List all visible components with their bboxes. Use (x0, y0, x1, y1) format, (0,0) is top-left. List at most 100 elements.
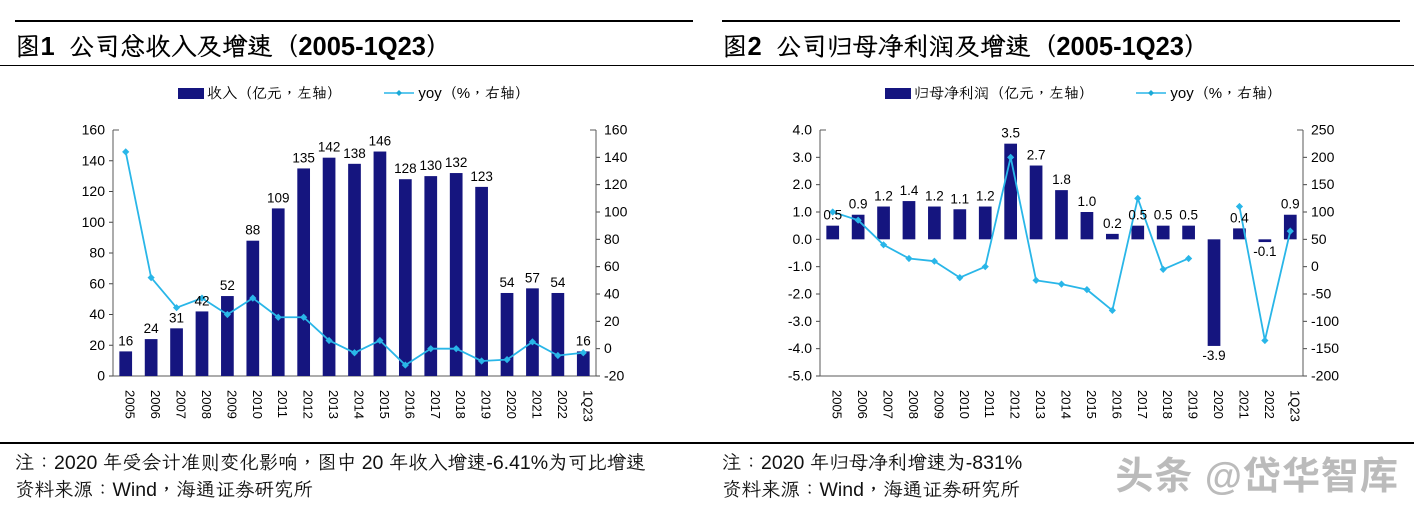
svg-text:0.5: 0.5 (823, 208, 842, 223)
svg-text:150: 150 (1311, 176, 1335, 192)
svg-text:2010: 2010 (250, 390, 265, 419)
svg-text:54: 54 (500, 275, 516, 290)
svg-text:2012: 2012 (301, 390, 316, 419)
svg-text:60: 60 (89, 275, 105, 291)
svg-text:40: 40 (89, 306, 105, 322)
svg-text:0.5: 0.5 (1154, 208, 1173, 223)
svg-text:0.2: 0.2 (1103, 216, 1122, 231)
svg-text:1Q23: 1Q23 (580, 390, 595, 422)
svg-text:0.9: 0.9 (849, 197, 868, 212)
svg-text:1Q23: 1Q23 (1287, 390, 1302, 422)
svg-text:2019: 2019 (1186, 390, 1201, 419)
svg-text:100: 100 (1311, 204, 1335, 220)
svg-text:2014: 2014 (352, 390, 367, 419)
svg-text:2017: 2017 (1135, 390, 1150, 419)
svg-text:0.5: 0.5 (1179, 208, 1198, 223)
svg-text:100: 100 (82, 214, 106, 230)
svg-text:2021: 2021 (1236, 390, 1251, 419)
svg-text:1.0: 1.0 (1078, 194, 1097, 209)
svg-text:160: 160 (82, 122, 106, 138)
svg-text:2017: 2017 (428, 390, 443, 419)
svg-text:-150: -150 (1311, 340, 1339, 356)
svg-text:-2.0: -2.0 (788, 286, 812, 302)
svg-text:132: 132 (445, 155, 468, 170)
svg-text:2016: 2016 (1109, 390, 1124, 419)
svg-text:57: 57 (525, 270, 540, 285)
svg-text:2021: 2021 (529, 390, 544, 419)
svg-text:2005: 2005 (830, 390, 845, 419)
svg-text:4.0: 4.0 (793, 122, 813, 138)
svg-text:120: 120 (82, 183, 106, 199)
svg-text:16: 16 (576, 333, 591, 348)
svg-text:2009: 2009 (224, 390, 239, 419)
svg-text:-100: -100 (1311, 313, 1339, 329)
svg-text:2011: 2011 (275, 390, 290, 418)
svg-text:2015: 2015 (1084, 390, 1099, 419)
svg-text:0: 0 (97, 368, 105, 384)
svg-text:0.9: 0.9 (1281, 197, 1300, 212)
svg-text:80: 80 (604, 231, 620, 247)
svg-text:80: 80 (89, 245, 105, 261)
svg-text:0: 0 (1311, 258, 1319, 274)
svg-text:2019: 2019 (479, 390, 494, 419)
svg-text:2008: 2008 (906, 390, 921, 419)
svg-text:-5.0: -5.0 (788, 368, 812, 384)
svg-text:-0.1: -0.1 (1253, 244, 1276, 259)
svg-text:24: 24 (144, 321, 160, 336)
svg-text:31: 31 (169, 310, 184, 325)
svg-text:2022: 2022 (1262, 390, 1277, 419)
svg-text:52: 52 (220, 278, 235, 293)
svg-text:2007: 2007 (174, 390, 189, 419)
svg-text:0.4: 0.4 (1230, 210, 1249, 225)
svg-text:42: 42 (194, 293, 209, 308)
svg-text:140: 140 (82, 152, 106, 168)
svg-text:1.0: 1.0 (793, 204, 813, 220)
svg-text:142: 142 (318, 140, 341, 155)
svg-text:100: 100 (604, 204, 628, 220)
svg-text:-50: -50 (1311, 286, 1331, 302)
svg-text:88: 88 (245, 223, 260, 238)
svg-text:1.2: 1.2 (976, 189, 995, 204)
svg-text:-4.0: -4.0 (788, 340, 812, 356)
svg-text:20: 20 (604, 313, 620, 329)
svg-text:123: 123 (470, 169, 493, 184)
svg-text:2013: 2013 (326, 390, 341, 419)
svg-text:138: 138 (343, 146, 366, 161)
svg-text:140: 140 (604, 149, 628, 165)
svg-text:128: 128 (394, 161, 417, 176)
svg-text:1.8: 1.8 (1052, 172, 1071, 187)
svg-text:135: 135 (292, 150, 315, 165)
svg-text:40: 40 (604, 286, 620, 302)
svg-text:2009: 2009 (931, 390, 946, 419)
svg-text:146: 146 (369, 134, 392, 149)
svg-text:2006: 2006 (148, 390, 163, 419)
svg-text:60: 60 (604, 258, 620, 274)
svg-text:1.2: 1.2 (925, 189, 944, 204)
svg-text:2008: 2008 (199, 390, 214, 419)
svg-text:2018: 2018 (1160, 390, 1175, 419)
svg-text:3.0: 3.0 (793, 149, 813, 165)
svg-text:3.5: 3.5 (1001, 126, 1020, 141)
svg-text:2018: 2018 (453, 390, 468, 419)
svg-text:2007: 2007 (881, 390, 896, 419)
svg-text:0.0: 0.0 (793, 231, 813, 247)
svg-text:2016: 2016 (402, 390, 417, 419)
svg-text:2010: 2010 (957, 390, 972, 419)
svg-text:120: 120 (604, 176, 628, 192)
svg-text:50: 50 (1311, 231, 1327, 247)
svg-text:0: 0 (604, 340, 612, 356)
svg-text:1.2: 1.2 (874, 189, 893, 204)
svg-text:-1.0: -1.0 (788, 258, 812, 274)
svg-text:250: 250 (1311, 122, 1335, 138)
svg-text:-3.0: -3.0 (788, 313, 812, 329)
svg-text:2.0: 2.0 (793, 176, 813, 192)
svg-text:54: 54 (550, 275, 566, 290)
svg-text:2005: 2005 (123, 390, 138, 419)
svg-text:20: 20 (89, 337, 105, 353)
svg-text:2014: 2014 (1059, 390, 1074, 419)
svg-text:130: 130 (419, 158, 442, 173)
svg-text:2012: 2012 (1008, 390, 1023, 419)
svg-text:160: 160 (604, 122, 628, 138)
svg-text:200: 200 (1311, 149, 1335, 165)
svg-text:2020: 2020 (504, 390, 519, 419)
